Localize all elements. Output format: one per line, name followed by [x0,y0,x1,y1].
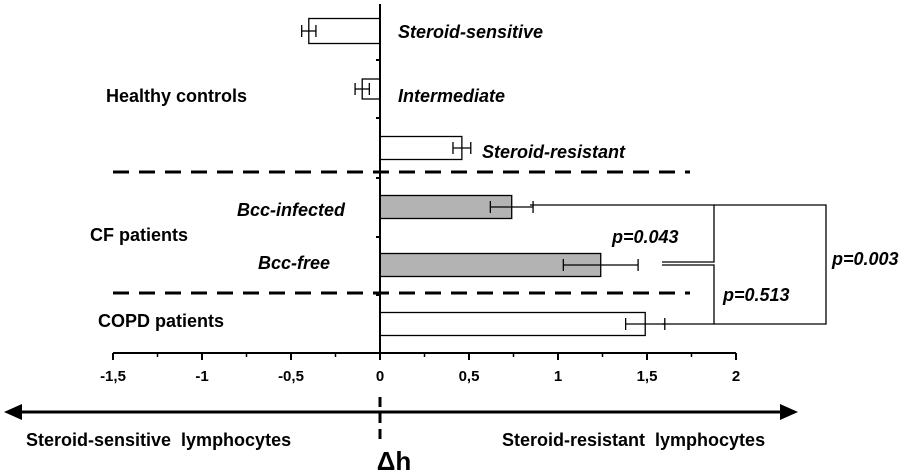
bar-label-steroid-sensitive: Steroid-sensitive [398,22,543,42]
bracket-bcc-free-vs-copd [662,264,715,325]
bar-label-bcc-free: Bcc-free [258,253,330,273]
bracket-bcc-infected-vs-bcc-free [530,204,715,263]
x-tick-label: -0,5 [278,368,304,385]
arrow-head-right [780,404,798,420]
x-tick-label: 1,5 [637,368,658,385]
significance-brackets [530,204,827,325]
group-label-copd-patients: COPD patients [98,311,224,331]
direction-arrow [4,397,798,444]
bars-layer [301,17,666,337]
bar-steroid-resistant [379,135,463,161]
x-tick-label: 0 [376,368,384,385]
bar-label-bcc-infected: Bcc-infected [237,200,346,220]
pvalue-label-2: p=0.513 [722,285,790,305]
arrow-left-label: Steroid-sensitive lymphocytes [26,430,291,450]
group-label-cf-patients: CF patients [90,225,188,245]
bar-copd-patients [379,311,646,337]
x-tick-label: 2 [732,368,740,385]
bar-steroid-sensitive [308,17,381,45]
arrow-right-label: Steroid-resistant lymphocytes [502,430,765,450]
x-axis: -1,5 -1 -0,5 0 0,5 1 1,5 2 [100,4,740,385]
pvalue-label-3: p=0.003 [831,249,899,269]
group-label-healthy-controls: Healthy controls [106,86,247,106]
bar-label-intermediate: Intermediate [398,86,505,106]
x-axis-title: Δh [377,446,412,473]
x-tick-label: -1 [195,368,208,385]
x-tick-label: 0,5 [459,368,480,385]
bracket-bcc-infected-vs-copd [714,204,827,325]
x-tick-label: -1,5 [100,368,126,385]
pvalue-label-1: p=0.043 [611,227,679,247]
arrow-head-left [4,404,22,420]
x-tick-label: 1 [554,368,562,385]
bar-label-steroid-resistant: Steroid-resistant [482,142,626,162]
